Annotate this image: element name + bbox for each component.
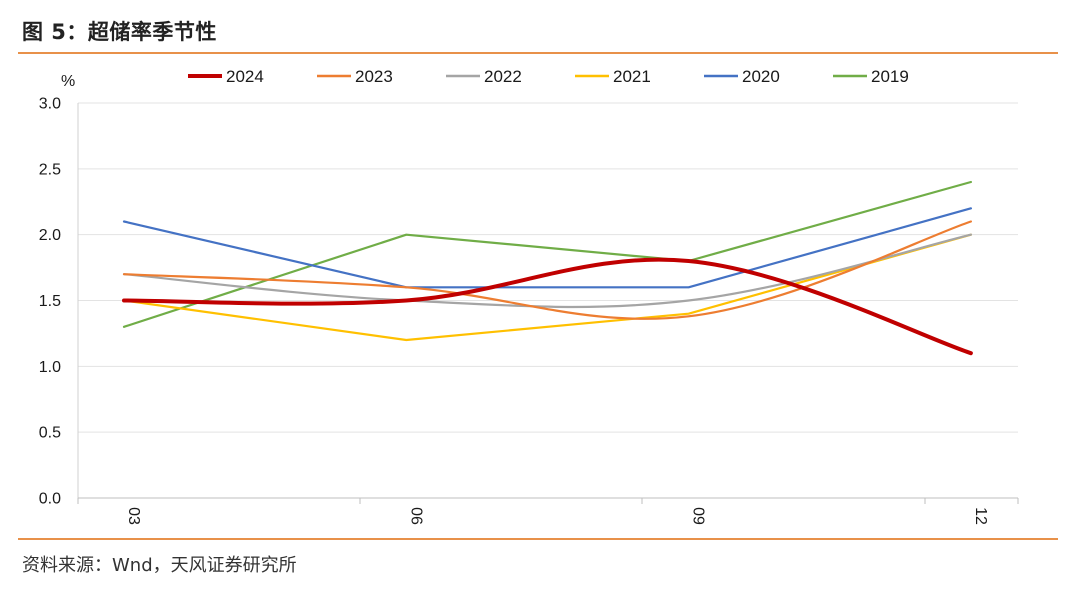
- y-tick-label: 3.0: [39, 96, 61, 113]
- legend: 2024 2023 2022 2021 2020 2019: [188, 67, 909, 86]
- top-divider: [18, 52, 1058, 54]
- x-tick-label: 06: [407, 507, 424, 525]
- y-tick-label: 2.5: [39, 161, 61, 178]
- x-tick-label: 12: [972, 507, 989, 525]
- series-line-2023: [122, 220, 972, 320]
- y-unit-label: %: [61, 73, 75, 90]
- axes: 0.0 0.5 1.0 1.5 2.0 2.5 3.0% 03 06 09 12: [39, 73, 1019, 525]
- series-line-2021: [122, 233, 972, 342]
- y-tick-label: 1.0: [39, 359, 61, 376]
- gridlines: [78, 102, 1018, 433]
- x-tick-label: 09: [690, 507, 707, 525]
- figure-title: 图 5：超储率季节性: [22, 20, 217, 44]
- series-line-2022: [122, 233, 972, 309]
- series-lines: [122, 180, 973, 356]
- source-note: 资料来源：Wnd，天风证券研究所: [22, 555, 297, 576]
- y-tick-label: 0.0: [39, 491, 61, 508]
- legend-label-2022: 2022: [484, 67, 522, 86]
- y-tick-label: 0.5: [39, 425, 61, 442]
- x-tick-label: 03: [125, 507, 142, 525]
- legend-label-2019: 2019: [871, 67, 909, 86]
- series-line-2024: [122, 257, 973, 356]
- y-tick-label: 1.5: [39, 293, 61, 310]
- series-line-2020: [122, 207, 972, 289]
- legend-label-2024: 2024: [226, 67, 264, 86]
- legend-label-2023: 2023: [355, 67, 393, 86]
- legend-label-2021: 2021: [613, 67, 651, 86]
- y-tick-label: 2.0: [39, 227, 61, 244]
- legend-label-2020: 2020: [742, 67, 780, 86]
- bottom-divider: [18, 538, 1058, 540]
